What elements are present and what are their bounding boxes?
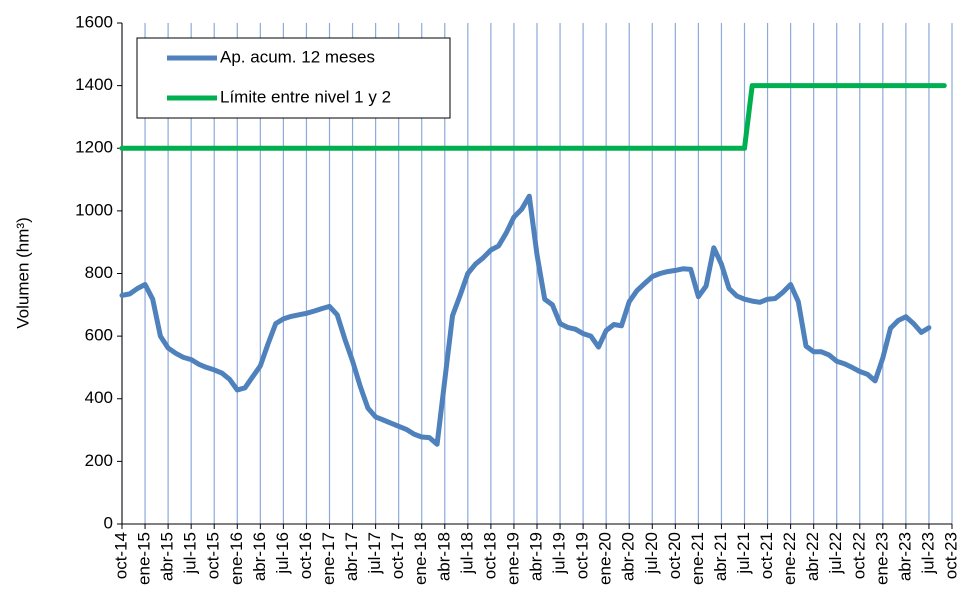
x-tick-label: abr-22 [803,532,822,581]
x-tick-label: oct-18 [480,532,499,579]
x-tick-label: jul-21 [734,532,753,575]
x-tick-label: jul-22 [826,532,845,575]
legend-label: Ap. acum. 12 meses [220,47,375,66]
series-line [119,83,947,151]
x-tick-label: ene-18 [411,532,430,585]
x-tick-label: oct-22 [849,532,868,579]
x-tick-label: oct-20 [665,532,684,579]
x-tick-label: abr-19 [526,532,545,581]
x-tick-label: abr-23 [895,532,914,581]
x-tick-label: ene-20 [596,532,615,585]
x-tick-label: ene-17 [319,532,338,585]
x-tick-label: abr-17 [342,532,361,581]
x-tick-label: jul-19 [550,532,569,575]
x-tick-label: oct-14 [111,532,130,579]
y-tick-label: 200 [85,451,113,470]
y-tick-label: 1400 [75,75,113,94]
y-tick-label: 400 [85,388,113,407]
x-tick-label: ene-22 [780,532,799,585]
x-tick-label: abr-21 [711,532,730,581]
x-tick-label: oct-23 [941,532,960,579]
y-tick-label: 800 [85,263,113,282]
x-tick-label: jul-17 [365,532,384,575]
x-tick-label: oct-21 [757,532,776,579]
y-tick-label: 1000 [75,200,113,219]
x-tick-label: ene-23 [872,532,891,585]
x-tick-label: ene-16 [227,532,246,585]
legend-label: Límite entre nivel 1 y 2 [220,87,391,106]
x-tick-label: abr-18 [434,532,453,581]
y-tick-label: 600 [85,326,113,345]
y-axis-label: Volumen (hm³) [13,217,32,328]
x-tick-label: oct-17 [388,532,407,579]
y-tick-label: 0 [104,513,113,532]
x-tick-label: jul-18 [457,532,476,575]
x-tick-label: ene-21 [688,532,707,585]
x-tick-label: jul-16 [273,532,292,575]
x-tick-label: ene-19 [503,532,522,585]
y-tick-label: 1200 [75,138,113,157]
x-tick-label: abr-16 [250,532,269,581]
y-tick-label: 1600 [75,12,113,31]
x-tick-label: abr-20 [619,532,638,581]
x-tick-label: ene-15 [135,532,154,585]
x-tick-label: oct-15 [204,532,223,579]
x-tick-label: jul-20 [642,532,661,575]
x-tick-label: jul-15 [181,532,200,575]
series-line [119,193,932,447]
x-tick-label: abr-15 [158,532,177,581]
x-tick-label: jul-23 [918,532,937,575]
x-tick-label: oct-16 [296,532,315,579]
legend-box [136,37,451,119]
x-tick-label: oct-19 [573,532,592,579]
